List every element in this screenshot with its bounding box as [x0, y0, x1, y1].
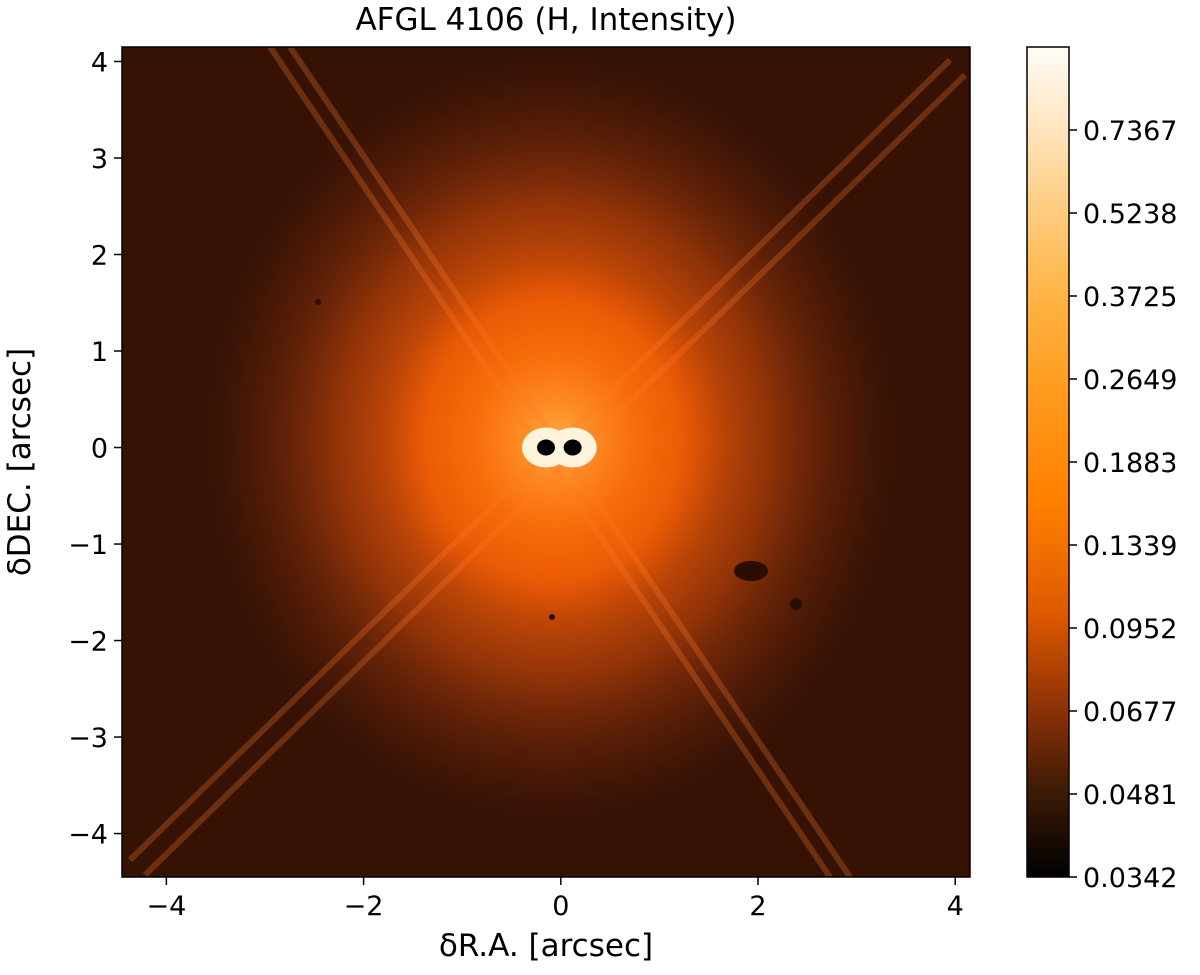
source-markers	[522, 427, 597, 468]
colorbar-tick-label: 0.1883	[1083, 448, 1177, 479]
y-tick-label: 2	[91, 241, 108, 272]
colorbar-tick-label: 0.0481	[1083, 780, 1177, 811]
dark-speck	[790, 598, 802, 610]
x-tick-label: 4	[947, 891, 964, 922]
dark-speck	[734, 561, 768, 581]
y-tick-label: 3	[91, 144, 108, 175]
x-tick-label: −4	[146, 891, 186, 922]
colorbar-tick-label: 0.2649	[1083, 365, 1177, 396]
dark-speck	[315, 299, 321, 305]
colorbar-tick-label: 0.0952	[1083, 614, 1177, 645]
source-core	[563, 439, 582, 456]
colorbar-tick-label: 0.7367	[1083, 116, 1177, 147]
colorbar-tick-label: 0.0677	[1083, 697, 1177, 728]
x-tick-label: 2	[749, 891, 766, 922]
x-tick-label: 0	[552, 891, 569, 922]
y-tick-label: −2	[68, 627, 108, 658]
y-tick-label: 0	[91, 434, 108, 465]
y-tick-label: −1	[68, 530, 108, 561]
colorbar-tick-label: 0.1339	[1083, 531, 1177, 562]
colorbar-ticks: 0.0342 0.0481 0.0677 0.0952 0.1339 0.1883 0.26…	[1069, 116, 1177, 894]
y-tick-label: −3	[68, 723, 108, 754]
x-axis-ticks: −4 −2 0 2 4	[146, 877, 964, 922]
axes-frame	[121, 46, 971, 878]
source-core	[537, 439, 555, 456]
dark-speck	[549, 614, 555, 620]
colorbar-tick-label: 0.3725	[1083, 282, 1177, 313]
y-axis-ticks: −4 −3 −2 −1 0 1 2 3 4	[68, 47, 122, 851]
chart-title: AFGL 4106 (H, Intensity)	[355, 2, 737, 38]
colorbar-gradient	[1027, 47, 1069, 877]
colorbar-tick-label: 0.5238	[1083, 199, 1177, 230]
y-tick-label: −4	[68, 820, 108, 851]
y-tick-label: 1	[91, 337, 108, 368]
x-axis-label: δR.A. [arcsec]	[438, 928, 654, 964]
y-axis-label: δDEC. [arcsec]	[2, 347, 38, 577]
x-tick-label: −2	[344, 891, 384, 922]
colorbar-tick-label: 0.0342	[1083, 863, 1177, 894]
y-tick-label: 4	[91, 47, 108, 78]
